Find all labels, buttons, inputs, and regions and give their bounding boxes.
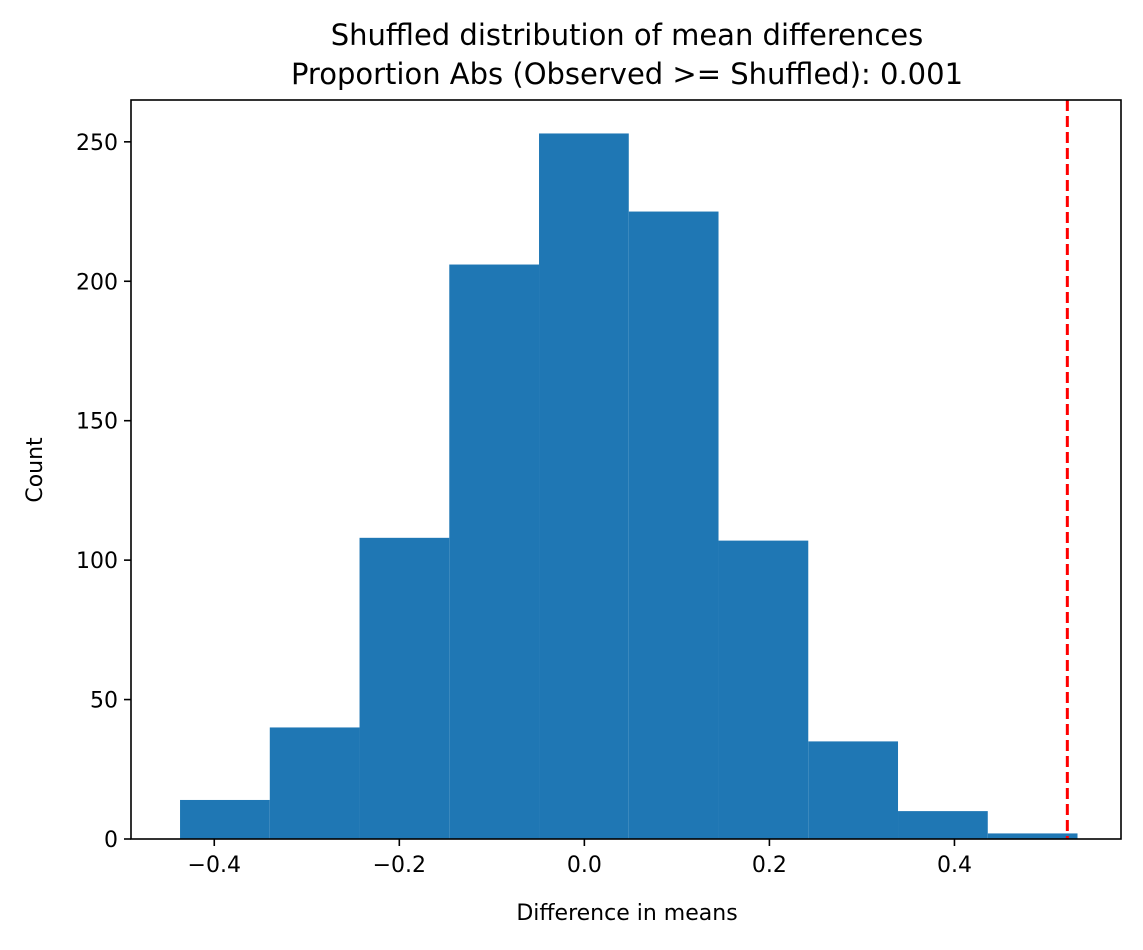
chart-title-line2: Proportion Abs (Observed >= Shuffled): 0… (291, 57, 963, 91)
y-tick-label: 50 (90, 689, 118, 714)
y-tick-label: 100 (76, 549, 118, 574)
x-axis-ticks: −0.4 −0.2 0.0 0.2 0.4 (188, 839, 972, 878)
histogram-bar (628, 211, 719, 839)
y-tick-label: 150 (76, 410, 118, 435)
histogram-bar (898, 811, 988, 839)
histogram-bar (180, 799, 270, 839)
histogram-bar (718, 540, 809, 839)
y-tick-label: 250 (76, 131, 118, 156)
y-tick-label: 0 (104, 828, 118, 853)
histogram-bar (539, 133, 629, 839)
x-tick-label: −0.4 (188, 853, 241, 878)
histogram-bar (808, 741, 899, 839)
x-tick-label: −0.2 (373, 853, 426, 878)
x-tick-label: 0.4 (937, 853, 972, 878)
chart-title-line1: Shuffled distribution of mean difference… (331, 18, 923, 52)
x-tick-label: 0.0 (567, 853, 602, 878)
histogram-bars (180, 133, 1078, 839)
x-tick-label: 0.2 (752, 853, 787, 878)
histogram-bar (449, 264, 540, 839)
histogram-bar (987, 833, 1078, 839)
histogram-bar (269, 727, 360, 839)
y-tick-label: 200 (76, 270, 118, 295)
y-axis-ticks: 0 50 100 150 200 250 (76, 131, 131, 853)
y-axis-label: Count (23, 437, 48, 503)
plot-area-frame (130, 99, 1122, 840)
x-axis-label: Difference in means (516, 901, 737, 926)
histogram-bar (359, 537, 450, 839)
